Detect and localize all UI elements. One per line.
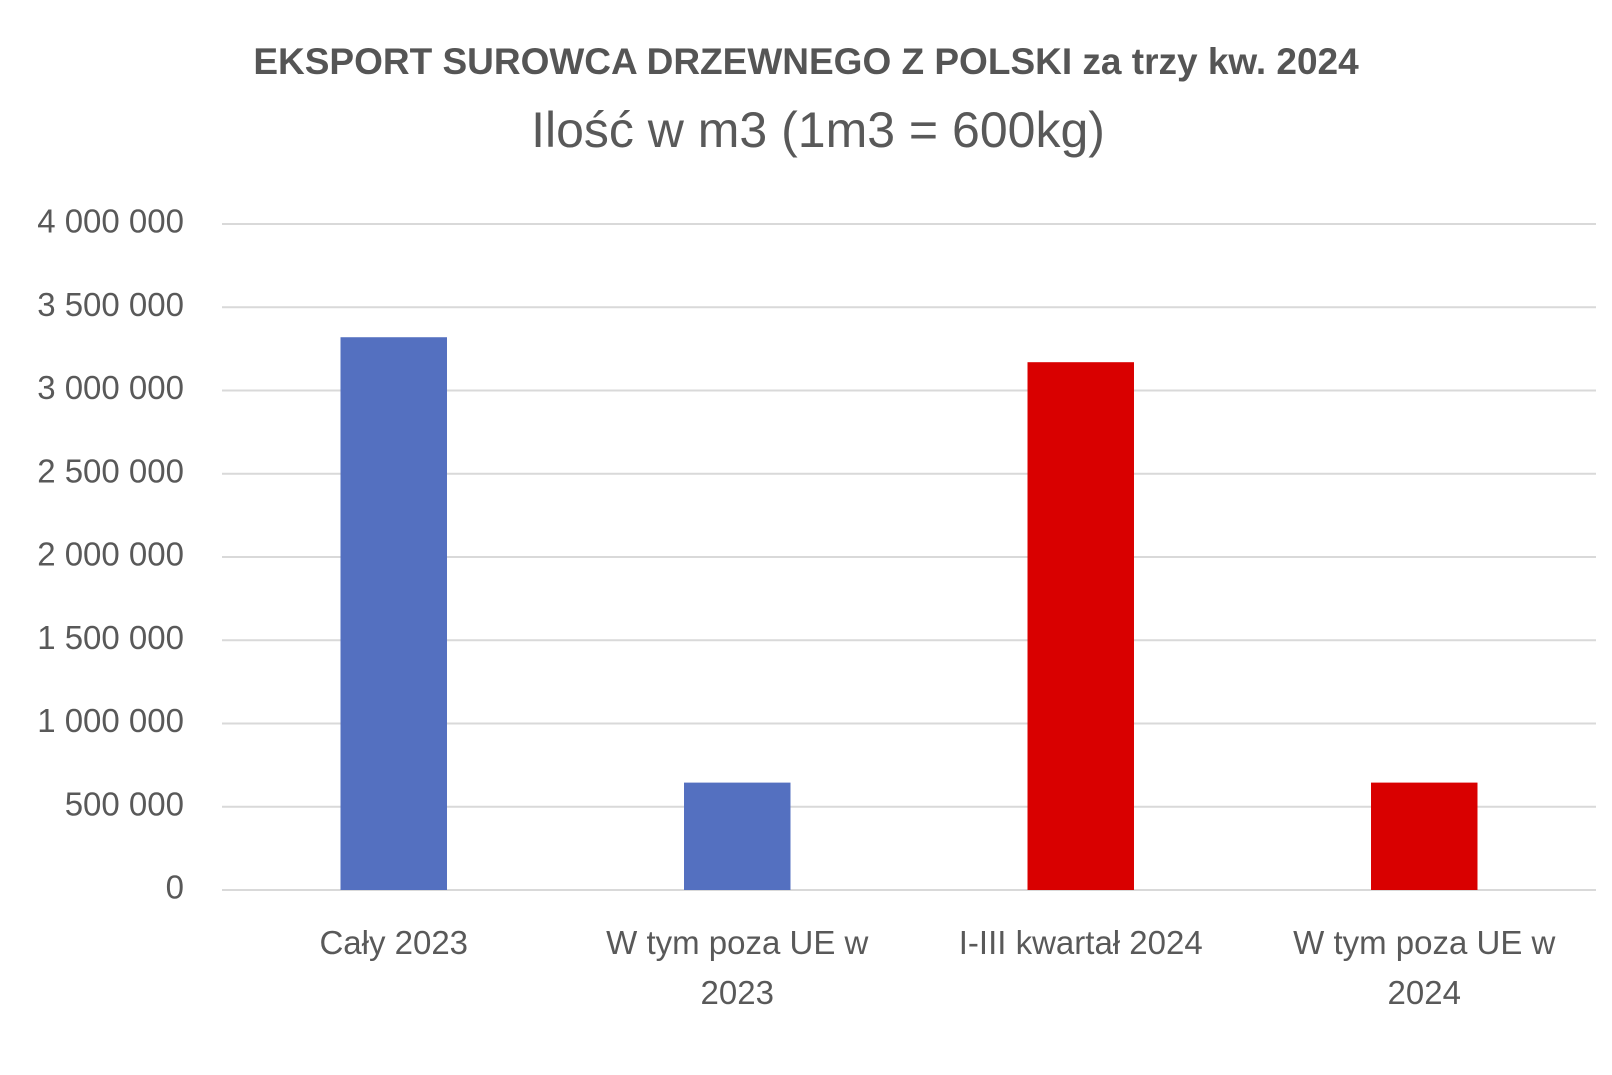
y-tick-label: 2 000 000 [37,536,184,573]
x-tick-label: W tym poza UE w 2023 [606,924,869,1011]
y-tick-label: 4 000 000 [37,203,184,240]
y-tick-label: 2 500 000 [37,452,184,489]
bar [1371,782,1478,890]
x-tick-label: W tym poza UE w 2024 [1293,924,1556,1011]
x-tick-label: I-III kwartał 2024 [958,924,1203,961]
y-tick-label: 1 000 000 [37,702,184,739]
y-tick-label: 3 500 000 [37,286,184,323]
y-tick-label: 1 500 000 [37,619,184,656]
chart-title: EKSPORT SUROWCA DRZEWNEGO Z POLSKI za tr… [253,41,1359,82]
y-tick-label: 0 [166,869,184,906]
bar [684,782,791,890]
y-tick-label: 500 000 [65,785,184,822]
y-tick-label: 3 000 000 [37,369,184,406]
x-tick-label: Cały 2023 [319,924,469,961]
bar [340,337,447,891]
bar [1027,362,1134,890]
chart-subtitle: Ilość w m3 (1m3 = 600kg) [531,102,1105,158]
